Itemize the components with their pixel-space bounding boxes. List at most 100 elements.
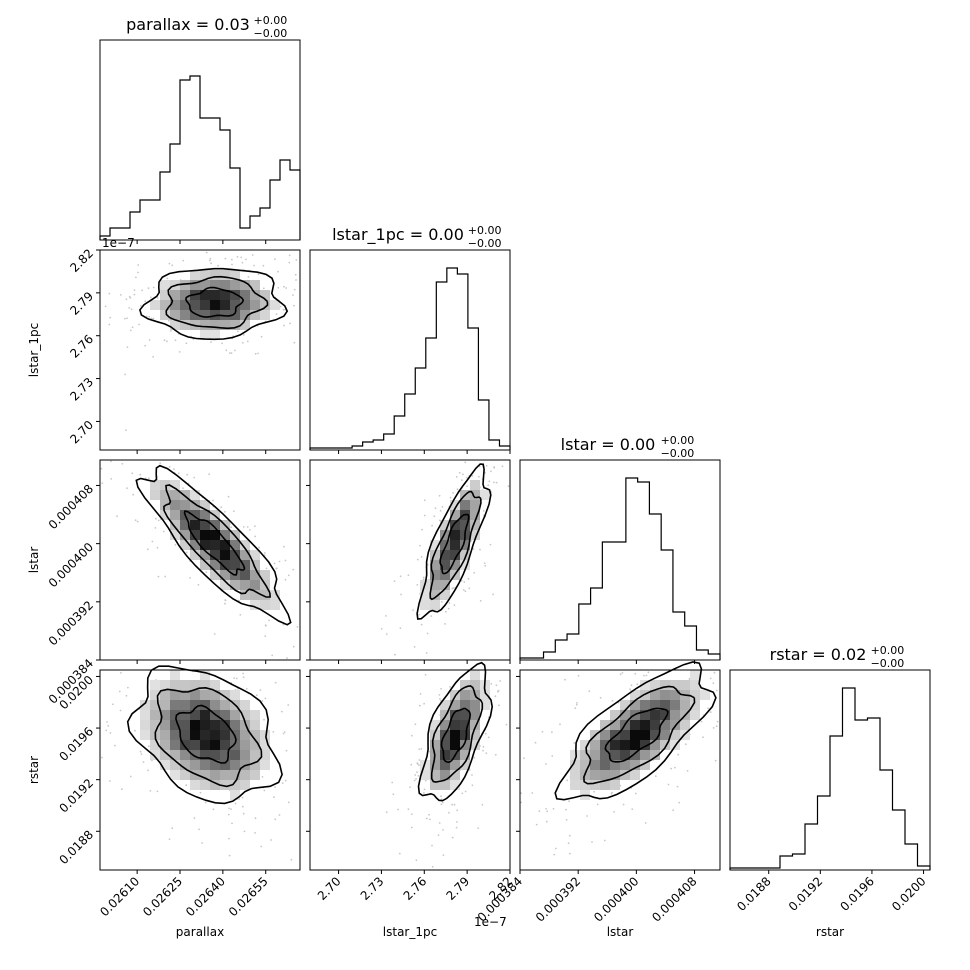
title-text-parallax: parallax = 0.03 [126,15,250,34]
density-cell [240,720,250,730]
density-cell [150,480,160,490]
density-cell [470,710,480,720]
sample-point [152,355,155,358]
density-cell [230,710,240,720]
density-cell [210,560,220,570]
sample-point [588,690,591,693]
sample-point [546,810,549,813]
sample-point [419,544,421,547]
sample-point [107,724,110,727]
density-cell [690,680,700,690]
sample-point [487,736,490,739]
density-cell [600,720,610,730]
sample-point [189,577,192,579]
density-cell [580,750,590,760]
sample-point [108,292,111,295]
sample-point [424,779,427,782]
sample-point [273,796,275,799]
density-cell [160,280,170,290]
sample-point [163,339,166,342]
sample-point [634,672,637,675]
sample-point [246,526,249,528]
sample-point [265,567,268,570]
density-cell [440,720,450,730]
density-cell [670,730,680,740]
density-cell [190,300,200,310]
sample-point [420,556,423,558]
sample-point [136,520,139,523]
sample-point [565,819,568,821]
sample-point [233,677,236,679]
sample-point [619,673,622,676]
panel-frame [309,459,511,661]
sample-point [490,683,493,685]
sample-point [254,817,257,820]
sample-point [242,334,245,336]
sample-point [636,683,639,686]
sample-point [101,482,104,485]
density-cell [610,740,620,750]
sample-point [420,748,423,750]
density-cell [190,750,200,760]
sample-point [466,476,468,479]
sample-point [144,344,147,347]
density-cell [250,550,260,560]
density-cell [470,500,480,510]
sample-point [185,784,188,787]
sample-point [258,546,260,549]
sample-point [282,308,285,311]
panel-frame [99,669,301,871]
density-cell [450,520,460,530]
density-cell [170,680,180,690]
sample-point [241,805,244,808]
density-cell [580,780,590,790]
density-cell [260,290,270,300]
sample-point [227,813,230,816]
sample-point [448,602,451,604]
density-cell [610,750,620,760]
density-cell [170,720,180,730]
sample-point [478,475,480,478]
density-cell [450,530,460,540]
sample-point [230,526,233,529]
density-cell [140,730,150,740]
density-cell [200,300,210,310]
sample-point [418,764,420,767]
density-cell [250,750,260,760]
density-cell [460,520,470,530]
sample-point [591,841,593,843]
density-cell [220,700,230,710]
sample-point [139,473,142,476]
sample-point [119,294,122,296]
sample-point [421,528,423,531]
sample-point [416,762,419,765]
xaxis-label-lstar_1pc: lstar_1pc [383,925,437,939]
density-cell [180,750,190,760]
sample-point [253,264,255,267]
sample-point [644,822,647,824]
density-cell [240,750,250,760]
density-cell [170,510,180,520]
sample-point [112,703,114,706]
sample-point [235,677,238,680]
sample-point [497,690,499,693]
density-cell [210,540,220,550]
density-cell [450,730,460,740]
sample-point [284,559,287,562]
density-cell [170,730,180,740]
density-cell [600,750,610,760]
sample-point [416,558,419,561]
density-cell [260,730,270,740]
sample-point [456,809,459,812]
density-cell [640,700,650,710]
density-cell [440,740,450,750]
sample-point [494,695,497,698]
sample-point [246,340,249,343]
sample-point [672,809,675,812]
sample-point [284,779,287,782]
density-cell [200,690,210,700]
sample-point [428,750,431,753]
contour-level-1 [439,513,470,575]
sample-point [471,784,474,787]
density-cell [230,320,240,330]
